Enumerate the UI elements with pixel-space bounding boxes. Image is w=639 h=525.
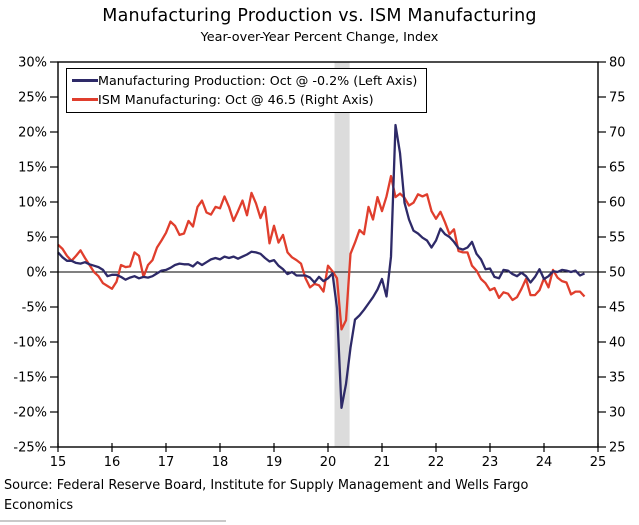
chart-subtitle: Year-over-Year Percent Change, Index bbox=[200, 30, 439, 45]
legend-label-ism-manufacturing: ISM Manufacturing: Oct @ 46.5 (Right Axi… bbox=[98, 92, 374, 107]
right-axis-tick-label: 80 bbox=[609, 56, 626, 71]
x-axis-tick-label: 24 bbox=[536, 455, 553, 470]
x-axis-tick-label: 18 bbox=[212, 455, 229, 470]
right-axis-tick-label: 25 bbox=[609, 441, 626, 456]
legend-swatch-navy-line bbox=[72, 79, 98, 82]
legend-item-manufacturing-production: Manufacturing Production: Oct @ -0.2% (L… bbox=[72, 71, 417, 90]
left-axis-tick-label: 10% bbox=[18, 196, 47, 211]
right-axis-tick-label: 40 bbox=[609, 336, 626, 351]
chart-canvas: 30% 25% 20% 15% 10% 5% 0% -5% -10% -15% -20% -25% 80… bbox=[13, 56, 626, 471]
x-axis-tick-label: 22 bbox=[428, 455, 445, 470]
left-axis-tick-label: 20% bbox=[18, 126, 47, 141]
legend-label-manufacturing-production: Manufacturing Production: Oct @ -0.2% (L… bbox=[98, 73, 418, 88]
x-axis-tick-label: 16 bbox=[104, 455, 121, 470]
right-axis-tick-label: 70 bbox=[609, 126, 626, 141]
source-note: Source: Federal Reserve Board, Institute… bbox=[4, 478, 529, 513]
left-axis-tick-label: 30% bbox=[18, 56, 47, 71]
left-axis-tick-label: -10% bbox=[13, 336, 47, 351]
x-axis-tick-label: 23 bbox=[482, 455, 499, 470]
bottom-divider bbox=[0, 520, 226, 522]
left-axis-tick-label: 5% bbox=[26, 231, 47, 246]
left-axis-tick-label: -25% bbox=[13, 441, 47, 456]
x-axis-tick-label: 20 bbox=[320, 455, 337, 470]
right-axis-tick-label: 60 bbox=[609, 196, 626, 211]
right-axis-tick-label: 65 bbox=[609, 161, 626, 176]
series-line-ism-manufacturing bbox=[57, 174, 586, 331]
left-axis-tick-label: 0% bbox=[26, 266, 47, 281]
right-axis-tick-label: 30 bbox=[609, 406, 626, 421]
recession-band bbox=[334, 62, 350, 447]
legend-item-ism-manufacturing: ISM Manufacturing: Oct @ 46.5 (Right Axi… bbox=[72, 90, 417, 109]
series-line-manufacturing-production bbox=[57, 123, 585, 409]
left-axis-tick-label: -5% bbox=[22, 301, 47, 316]
x-axis-tick-label: 15 bbox=[50, 455, 67, 470]
x-axis-tick-label: 21 bbox=[374, 455, 391, 470]
right-axis-tick-label: 75 bbox=[609, 91, 626, 106]
chart-title: Manufacturing Production vs. ISM Manufac… bbox=[102, 6, 537, 26]
left-axis-tick-label: 25% bbox=[18, 91, 47, 106]
x-axis-tick-label: 25 bbox=[590, 455, 607, 470]
right-axis-tick-label: 50 bbox=[609, 266, 626, 281]
left-axis-tick-label: -20% bbox=[13, 406, 47, 421]
legend-swatch-red-line bbox=[72, 98, 98, 101]
left-axis-tick-label: -15% bbox=[13, 371, 47, 386]
x-axis-tick-label: 19 bbox=[266, 455, 283, 470]
left-axis-tick-label: 15% bbox=[18, 161, 47, 176]
right-axis-tick-label: 45 bbox=[609, 301, 626, 316]
right-axis-tick-label: 55 bbox=[609, 231, 626, 246]
legend: Manufacturing Production: Oct @ -0.2% (L… bbox=[66, 68, 428, 113]
right-axis-tick-label: 35 bbox=[609, 371, 626, 386]
x-axis-tick-label: 17 bbox=[158, 455, 175, 470]
